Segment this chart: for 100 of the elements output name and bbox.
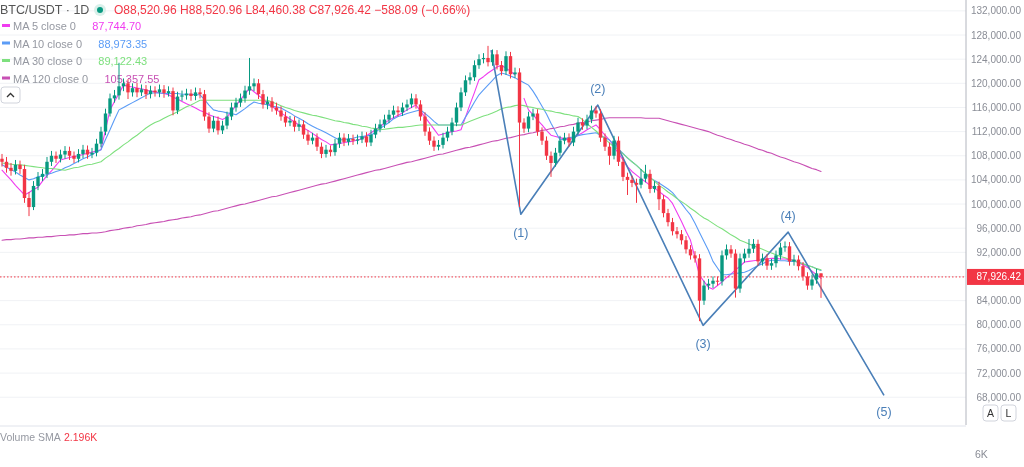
- candlestick: [216, 116, 220, 136]
- candlestick: [207, 111, 211, 134]
- candlestick: [90, 147, 94, 159]
- y-tick-label: 96,000.00: [976, 222, 1022, 234]
- annotation: (4): [780, 209, 796, 224]
- candlestick: [783, 240, 787, 253]
- toggle-button: L: [1000, 404, 1017, 422]
- candlestick: [747, 238, 751, 259]
- candlestick: [9, 162, 13, 177]
- candlestick: [522, 117, 526, 134]
- candlestick: [675, 226, 679, 239]
- candlestick: [621, 157, 625, 182]
- candlestick: [202, 89, 207, 122]
- candlestick: [297, 119, 301, 132]
- text: (5): [876, 404, 892, 419]
- candlestick: [378, 119, 382, 133]
- ref-line-label: 87,926.42: [976, 271, 1022, 283]
- candlestick: [531, 108, 535, 121]
- candlestick: [567, 132, 571, 148]
- candlestick: [54, 151, 58, 164]
- candlestick: [441, 132, 445, 150]
- annotation: (2): [590, 82, 606, 97]
- candlestick: [45, 156, 49, 179]
- candlestick: [166, 85, 171, 98]
- y-tick-label: 132,000.00: [970, 5, 1022, 17]
- annotation: (1): [513, 225, 529, 240]
- candlestick: [63, 145, 67, 160]
- candlestick: [774, 250, 778, 268]
- candlestick: [342, 132, 346, 147]
- chart-title: BTC/USDT · 1D: [0, 3, 90, 17]
- text: 6K: [975, 448, 988, 460]
- candlestick: [729, 244, 733, 259]
- candlestick: [171, 87, 175, 116]
- candlestick: [648, 169, 652, 194]
- y-tick-label: 100,000.00: [970, 198, 1022, 210]
- candlestick: [18, 160, 22, 175]
- candlestick: [198, 87, 202, 99]
- y-tick-label: 92,000.00: [976, 246, 1022, 258]
- y-tick-label: 128,000.00: [970, 29, 1022, 41]
- candlestick: [306, 129, 310, 146]
- candlestick: [693, 250, 697, 264]
- candlestick: [162, 84, 166, 99]
- annotation: 87,744.70: [92, 20, 142, 32]
- candlestick: [36, 171, 40, 191]
- annotation: (3): [695, 336, 711, 351]
- candlestick: [477, 53, 481, 70]
- y-tick-label: 116,000.00: [971, 101, 1022, 113]
- legend-label: MA 10 close 0: [13, 37, 83, 50]
- candlestick: [270, 96, 274, 113]
- candlestick: [423, 111, 427, 137]
- candlestick: [279, 105, 283, 122]
- candlestick: [432, 135, 436, 152]
- candlestick: [396, 105, 400, 118]
- candlestick: [630, 175, 634, 188]
- y-tick-label: 80,000.00: [976, 319, 1022, 331]
- y-tick-label: 104,000.00: [970, 174, 1022, 186]
- candlestick: [301, 119, 306, 140]
- candlestick: [684, 235, 688, 255]
- legend-label: MA 30 close 0: [13, 55, 83, 67]
- candlestick: [387, 109, 391, 124]
- candlestick: [369, 129, 373, 147]
- candlestick: [454, 102, 459, 127]
- y-tick-label: 84,000.00: [976, 295, 1022, 307]
- annotation: O88,520.96 H88,520.96 L84,460.38 C87,926.42 −588.09 (−0.66%): [114, 3, 471, 17]
- candlestick: [459, 87, 463, 112]
- candlestick: [639, 168, 643, 189]
- legend-label: MA 5 close 0: [13, 20, 76, 32]
- candlestick: [81, 144, 85, 159]
- text: 2.196K: [64, 431, 98, 443]
- legend-label: MA 120 close 0: [13, 72, 89, 85]
- candlestick: [261, 89, 265, 110]
- candlestick: [103, 108, 108, 136]
- candlestick: [247, 57, 252, 96]
- y-tick-label: 68,000.00: [976, 391, 1022, 403]
- candlestick: [513, 67, 517, 79]
- candlestick: [540, 126, 544, 146]
- candlestick: [558, 135, 562, 157]
- candlestick: [486, 45, 490, 67]
- y-tick-label: 108,000.00: [970, 150, 1022, 162]
- candlestick: [180, 90, 184, 102]
- text: Volume SMA: [0, 431, 61, 443]
- annotation: 89,122.43: [98, 55, 148, 67]
- candlestick: [612, 135, 616, 160]
- y-tick-label: 72,000.00: [976, 367, 1022, 379]
- candlestick: [252, 77, 256, 92]
- y-tick-label: 76,000.00: [976, 343, 1022, 355]
- candlestick: [144, 84, 148, 100]
- candlestick: [765, 253, 769, 271]
- candlestick: [702, 280, 706, 306]
- candlestick: [418, 99, 423, 122]
- candlestick: [625, 172, 630, 196]
- toggle-button: A: [982, 404, 999, 422]
- candlestick: [495, 49, 499, 70]
- candlestick: [135, 82, 139, 98]
- candlestick: [810, 274, 814, 291]
- candlestick: [0, 153, 4, 168]
- candlestick: [634, 178, 639, 204]
- candlestick: [504, 50, 508, 76]
- y-tick-label: 120,000.00: [970, 77, 1022, 89]
- candlestick: [351, 134, 355, 146]
